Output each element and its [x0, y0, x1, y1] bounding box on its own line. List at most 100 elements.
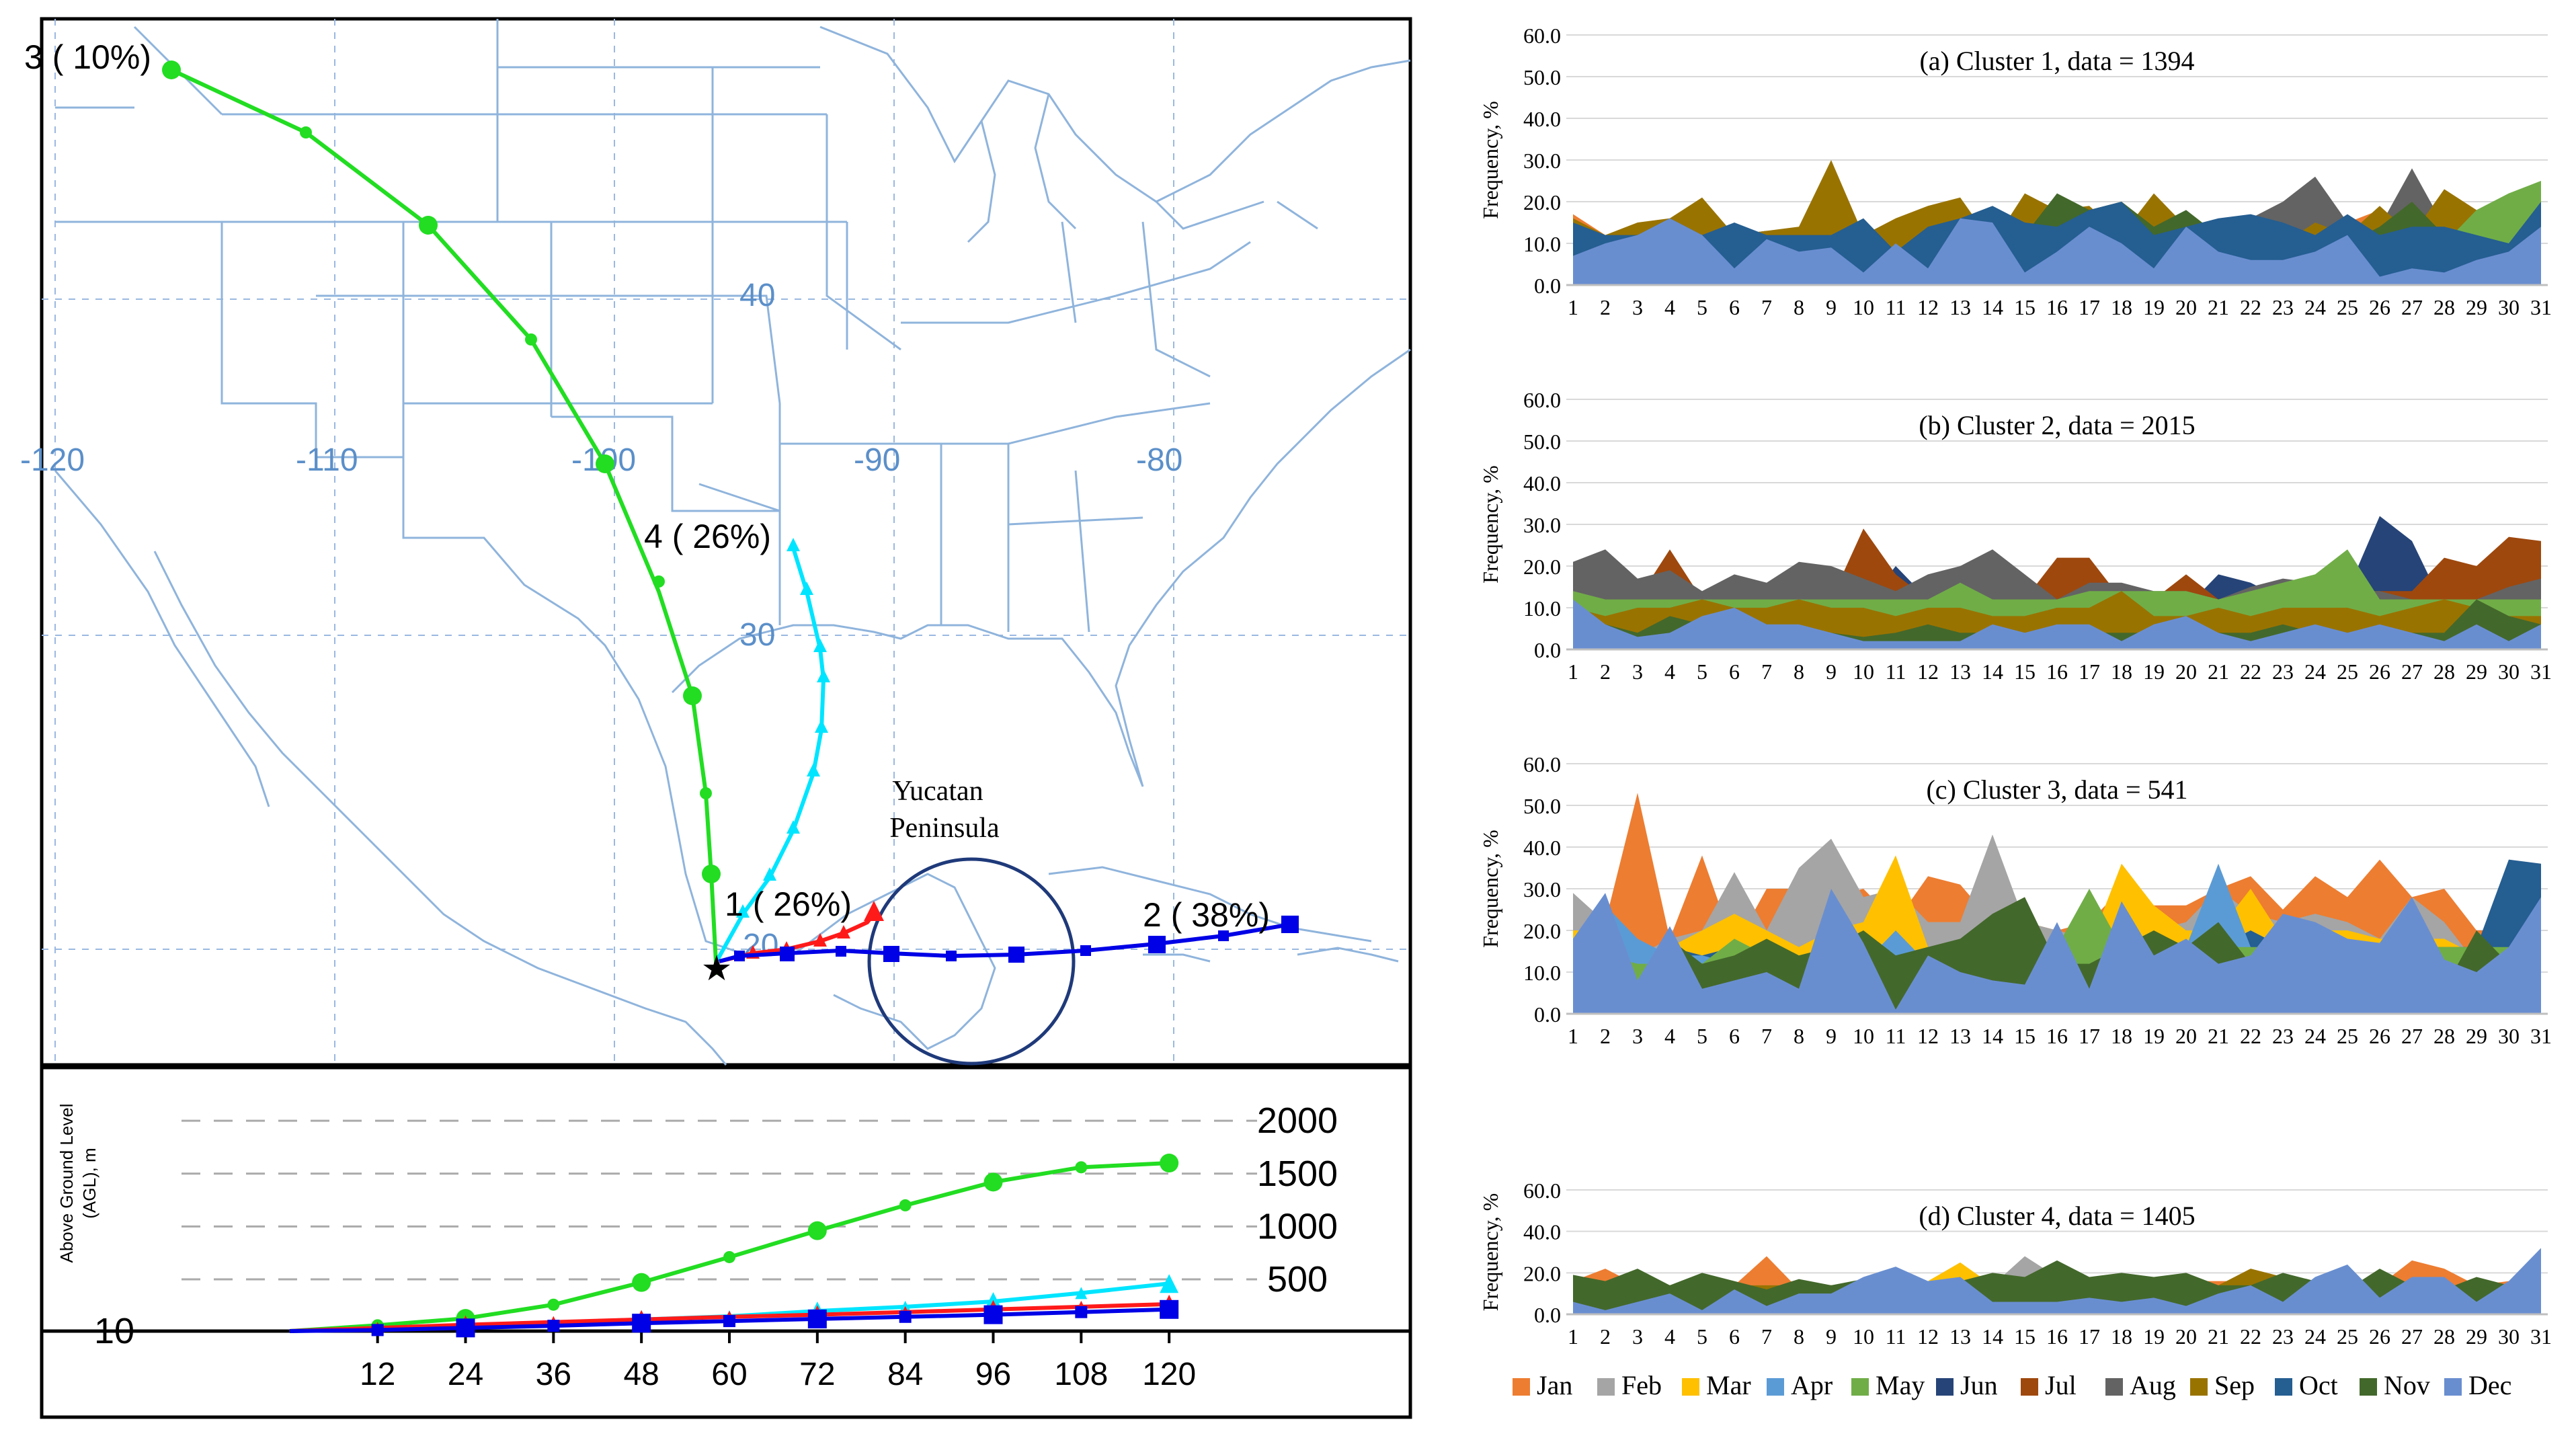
height-ylabel: Above Ground Level — [56, 1103, 77, 1263]
x-tick-label: 1 — [1568, 659, 1578, 684]
height-point — [632, 1314, 651, 1333]
x-tick-label: 18 — [2111, 1324, 2132, 1349]
y-tick-label: 30.0 — [1523, 513, 1561, 537]
trajectory-point — [1281, 916, 1299, 933]
x-tick-label: 14 — [1982, 1324, 2003, 1349]
height-point — [547, 1298, 560, 1311]
height-point — [983, 1305, 1003, 1324]
x-tick-label: 29 — [2466, 295, 2487, 319]
height-point — [807, 1221, 827, 1240]
monthly-frequency-figure: 60.050.040.030.020.010.00.01 2 3 4 5 6 7 8 9 10 11… — [1478, 24, 2552, 1400]
trajectory-cluster-3 — [162, 61, 721, 975]
x-tick-label: 27 — [2401, 1024, 2423, 1048]
lat-label: 30 — [739, 617, 775, 653]
y-tick-label: 40.0 — [1523, 836, 1561, 860]
legend-swatch — [2190, 1378, 2208, 1396]
x-tick-label: 6 — [1729, 1324, 1740, 1349]
y-tick-label: 60.0 — [1523, 1178, 1561, 1203]
height-ylabel: (AGL), m — [79, 1148, 99, 1218]
x-tick-label: 8 — [1794, 659, 1804, 684]
x-tick-label: 25 — [2337, 295, 2358, 319]
trajectory-point — [837, 925, 850, 938]
y-tick-label: 10.0 — [1523, 596, 1561, 621]
y-tick-label: 0.0 — [1534, 638, 1561, 662]
x-tick-label: 21 — [2208, 1324, 2229, 1349]
x-tick-label: 24 — [2304, 1024, 2326, 1048]
height-x-tick: 72 — [799, 1357, 835, 1392]
legend-swatch — [2021, 1378, 2038, 1396]
x-tick-label: 1 — [1568, 1324, 1578, 1349]
x-tick-label: 15 — [2014, 1324, 2036, 1349]
x-tick-label: 26 — [2369, 1324, 2390, 1349]
height-point — [1160, 1299, 1179, 1319]
legend-swatch — [1851, 1378, 1869, 1396]
x-tick-label: 18 — [2111, 659, 2132, 684]
x-tick-label: 9 — [1826, 1024, 1837, 1048]
y-tick-label: 0.0 — [1534, 274, 1561, 298]
trajectory-point — [702, 865, 721, 883]
legend-swatch — [1513, 1378, 1530, 1396]
trajectory-point — [836, 946, 846, 957]
x-tick-label: 9 — [1826, 659, 1837, 684]
area-series-dec — [1573, 599, 2541, 649]
area-series-dec — [1573, 889, 2541, 1014]
y-axis-label: Frequency, % — [1478, 465, 1502, 584]
x-tick-label: 18 — [2111, 295, 2132, 319]
height-point — [1160, 1154, 1179, 1173]
height-x-tick: 24 — [448, 1357, 483, 1392]
x-tick-label: 1 — [1568, 1024, 1578, 1048]
y-tick-label: 50.0 — [1523, 65, 1561, 89]
x-tick-label: 23 — [2272, 1324, 2294, 1349]
height-y-tick: 1500 — [1257, 1154, 1338, 1194]
height-point — [807, 1309, 827, 1328]
y-axis-label: Frequency, % — [1478, 1193, 1502, 1312]
chart-title: (d) Cluster 4, data = 1405 — [1919, 1201, 2195, 1231]
x-tick-label: 8 — [1794, 1324, 1804, 1349]
x-tick-label: 19 — [2143, 1024, 2165, 1048]
x-tick-label: 5 — [1697, 1324, 1707, 1349]
legend-label: Dec — [2468, 1370, 2511, 1400]
x-tick-label: 11 — [1886, 659, 1906, 684]
region-label: Peninsula — [889, 813, 1000, 844]
x-tick-label: 14 — [1982, 1024, 2003, 1048]
y-tick-label: 60.0 — [1523, 24, 1561, 48]
x-tick-label: 9 — [1826, 295, 1837, 319]
y-tick-label: 40.0 — [1523, 471, 1561, 495]
trajectory-figure: -120 -110 -100 -90 -80 40 30 20 Yucatan … — [20, 17, 1412, 1419]
x-tick-label: 16 — [2046, 295, 2068, 319]
region-label: Yucatan — [892, 776, 983, 807]
area-series-dec — [1573, 1248, 2541, 1314]
yucatan-circle — [867, 857, 1076, 1066]
x-tick-label: 2 — [1600, 1024, 1611, 1048]
height-y-tick: 500 — [1267, 1259, 1328, 1299]
legend-swatch — [2444, 1378, 2462, 1396]
y-tick-label: 30.0 — [1523, 877, 1561, 902]
trajectory-point — [864, 901, 884, 921]
y-tick-label: 40.0 — [1523, 1220, 1561, 1244]
trajectory-point — [1008, 947, 1024, 963]
height-x-tick: 48 — [623, 1357, 659, 1392]
trajectory-point — [807, 763, 820, 776]
x-tick-label: 3 — [1632, 1024, 1643, 1048]
height-point — [723, 1315, 735, 1328]
x-tick-label: 8 — [1794, 295, 1804, 319]
x-tick-label: 20 — [2175, 1024, 2197, 1048]
x-tick-label: 12 — [1917, 295, 1939, 319]
x-tick-label: 22 — [2240, 659, 2261, 684]
height-chart: 2000 1500 1000 500 10 12 24 36 48 60 72 84 96 108 120 — [42, 1101, 1410, 1392]
x-tick-label: 8 — [1794, 1024, 1804, 1048]
legend-swatch — [2360, 1378, 2377, 1396]
x-tick-label: 17 — [2079, 1024, 2100, 1048]
trajectory-point — [813, 933, 827, 947]
height-y-tick: 2000 — [1257, 1101, 1338, 1141]
x-tick-label: 25 — [2337, 1324, 2358, 1349]
x-tick-label: 28 — [2433, 1324, 2455, 1349]
x-tick-label: 31 — [2530, 295, 2552, 319]
x-tick-label: 2 — [1600, 295, 1611, 319]
x-tick-label: 6 — [1729, 1024, 1740, 1048]
x-tick-label: 3 — [1632, 659, 1643, 684]
x-tick-label: 7 — [1761, 1324, 1772, 1349]
height-point — [899, 1199, 912, 1211]
map-boundaries — [42, 19, 1411, 1066]
y-tick-label: 60.0 — [1523, 752, 1561, 776]
